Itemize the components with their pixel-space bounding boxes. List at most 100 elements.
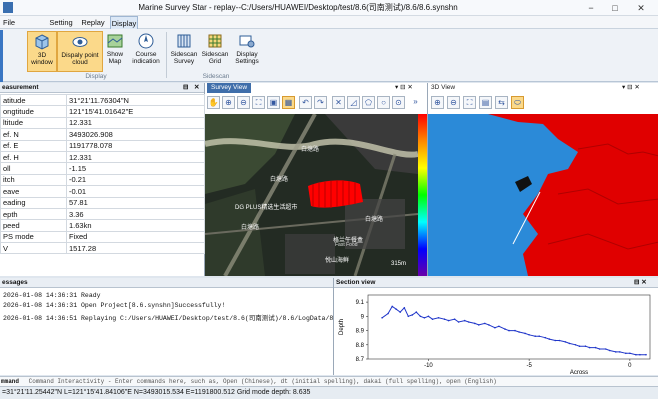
redo-icon[interactable]: ↷ [314,96,327,109]
minimize-button[interactable]: − [588,3,594,13]
point-cloud-icon [72,37,88,47]
3d-window-button[interactable]: 3D window [27,31,57,72]
depth-point [395,308,397,310]
circle-tool-icon[interactable]: ○ [377,96,390,109]
depth-point [431,318,434,320]
depth-point [427,315,430,318]
section-header: Section view ⊟ ✕ [334,278,658,288]
3d-pin-controls[interactable]: ▾ ⊟ ✕ [622,84,640,91]
depth-point [403,307,406,309]
tab-survey-view[interactable]: Survey View [207,83,252,93]
command-label: mmand [1,378,20,385]
track-toggle-icon[interactable]: ⇆ [495,96,508,109]
measurement-key: eading [0,196,67,209]
depth-color-bar [418,114,427,276]
map-label-poi: 格兰午餐盒 [333,238,364,244]
measurement-value: 1517.28 [66,242,205,255]
measurement-table: atitude 31°21'11.76304"N ongtitude 121°15'4… [0,93,205,255]
measurement-value: 1.63kn [66,219,205,232]
section-pin-controls[interactable]: ⊟ ✕ [634,279,647,286]
close-icon[interactable]: ✕ [194,84,200,91]
sidescan-survey-button[interactable]: Sidescan Survey [169,31,199,72]
undo-icon[interactable]: ↶ [299,96,312,109]
course-indication-button[interactable]: Course indication [129,31,163,72]
map-canvas [205,114,418,276]
polygon-icon[interactable]: ⬠ [362,96,375,109]
zoom-extent-icon[interactable]: ⛶ [252,96,265,109]
left-accent-stripe [0,30,3,82]
menu-display[interactable]: Display [110,16,138,29]
measurement-key: atitude [0,93,67,107]
layers-icon[interactable]: ▤ [479,96,492,109]
close-button[interactable]: ✕ [637,3,645,13]
menu-file[interactable]: File [2,18,16,27]
display-settings-label: Display Settings [235,51,259,65]
zoom-box-icon[interactable]: ▣ [267,96,280,109]
zoom-out-icon[interactable]: ⊖ [237,96,250,109]
depth-point [423,317,426,319]
messages-title: essages [2,279,28,286]
measurement-row: eave -0.01 [0,185,205,198]
grid-toggle-icon[interactable]: ▦ [282,96,295,109]
satellite-map[interactable]: DG PLUS精选生活超市 格兰午餐盒 Fast Food 悦山海鲜 白塘路 白… [205,114,418,276]
more-tools-icon[interactable]: » [413,97,418,106]
y-tick-label: 8.9 [356,329,365,335]
command-input[interactable]: Command Interactivity - Enter commands h… [28,378,497,385]
tab-3d-view[interactable]: 3D View [431,84,456,91]
y-axis-label: Depth [339,319,345,335]
section-view-panel: Section view ⊟ ✕ 8.7 8.8 8.9 9 9.1 -10 -5 0 Acro… [334,278,658,375]
measurement-key: oll [0,162,67,175]
maximize-button[interactable]: □ [612,3,618,13]
map-label-road: 白塘路 [241,225,260,231]
depth-point [391,305,393,308]
depth-point [528,334,530,336]
measurement-row: ongtitude 121°15'41.01642"E [0,105,205,118]
measurement-key: peed [0,219,67,232]
depth-point [415,311,418,313]
y-tick-label: 8.8 [356,343,365,349]
display-point-cloud-button[interactable]: Dispaly point cloud [57,31,103,72]
zoom-extent-icon[interactable]: ⛶ [463,96,476,109]
depth-point [437,317,440,319]
depth-point [629,352,631,355]
ruler-icon[interactable]: ◿ [347,96,360,109]
group-separator [166,32,167,78]
display-settings-button[interactable]: Display Settings [231,31,263,72]
3d-scene[interactable] [428,114,658,276]
depth-point [538,335,540,337]
depth-point [484,322,486,325]
pan-hand-icon[interactable]: ✋ [207,96,220,109]
zoom-in-icon[interactable]: ⊕ [431,96,444,109]
vessel-view-icon[interactable]: ⬭ [511,96,524,109]
zoom-out-icon[interactable]: ⊖ [447,96,460,109]
point-tool-icon[interactable]: ⊙ [392,96,405,109]
measurement-value: 3493026.908 [66,128,205,141]
depth-point [381,317,383,319]
measurement-key: ltitude [0,116,67,130]
depth-point [598,348,601,350]
depth-point [594,346,597,349]
pin-icon[interactable]: ⊟ [183,84,189,91]
menu-setting[interactable]: Setting [49,18,73,27]
depth-point [548,338,551,340]
map-scale-label: 315m [391,261,407,267]
measurement-value: 12.331 [66,150,205,164]
zoom-in-icon[interactable]: ⊕ [222,96,235,109]
group-sidescan-label: Sidescan [202,73,230,80]
show-map-button[interactable]: Show Map [104,31,126,72]
depth-point [494,326,496,329]
measurement-value: -0.01 [66,185,205,198]
sidescan-grid-button[interactable]: Sidescan Grid [200,31,230,72]
menu-replay[interactable]: Replay [81,18,105,27]
window-title: Marine Survey Star - replay--C:/Users/HU… [138,3,458,12]
depth-point [407,315,410,318]
depth-point [478,324,480,326]
clear-icon[interactable]: ✕ [332,96,345,109]
survey-pin-controls[interactable]: ▾ ⊟ ✕ [395,84,413,91]
survey-track [308,180,363,208]
measurement-row: itch -0.21 [0,173,205,187]
message-line: 2026-01-08 14:36:31 Open Project[8.6.syn… [3,302,226,309]
depth-point [578,345,581,347]
cube-icon [35,34,49,50]
depth-point [411,314,414,316]
